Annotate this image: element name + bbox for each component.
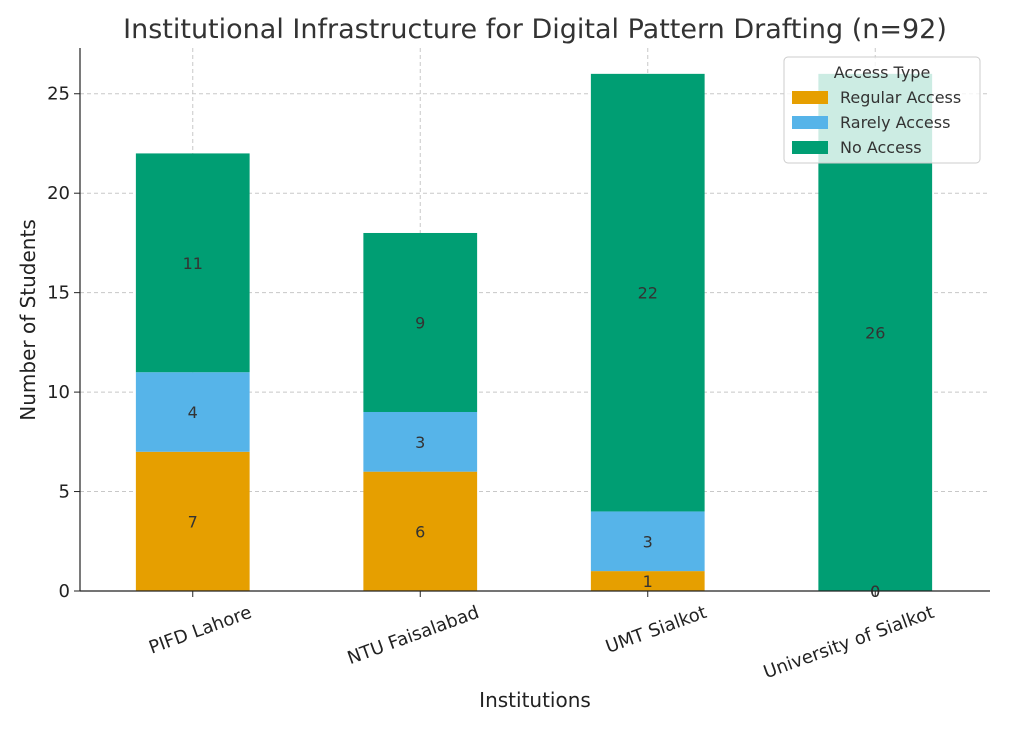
data-label: 1 [643, 572, 653, 591]
y-tick-label: 0 [59, 581, 70, 602]
data-label: 3 [643, 532, 653, 551]
data-labels: 741163913220026 [183, 254, 886, 601]
bar-segment [590, 571, 705, 591]
data-label: 26 [865, 323, 885, 342]
bar-segment [135, 153, 250, 373]
bar-segment [590, 73, 705, 512]
axes [79, 48, 990, 592]
y-axis-label: Number of Students [16, 219, 40, 420]
data-label: 6 [415, 522, 425, 541]
x-tick-label: NTU Faisalabad [345, 602, 482, 669]
y-tick-label: 20 [47, 183, 70, 204]
data-label: 22 [638, 284, 658, 303]
bar-segment [135, 372, 250, 452]
legend-swatch [792, 116, 828, 129]
data-label: 3 [415, 433, 425, 452]
legend-label: No Access [840, 138, 922, 157]
y-tick-label: 5 [59, 482, 70, 503]
y-tick-label: 25 [47, 84, 70, 105]
data-label: 9 [415, 313, 425, 332]
y-tick-label: 10 [47, 382, 70, 403]
x-tick-label: University of Sialkot [761, 602, 937, 683]
legend-swatch [792, 91, 828, 104]
bar-segment [590, 511, 705, 572]
bar-segment [363, 232, 478, 412]
x-axis-label: Institutions [479, 688, 591, 712]
legend-label: Regular Access [840, 88, 961, 107]
bar-segment [135, 451, 250, 591]
bar-segment [363, 471, 478, 591]
data-label: 11 [183, 254, 203, 273]
data-label: 4 [188, 403, 198, 422]
y-tick-label: 15 [47, 283, 70, 304]
legend: Access Type Regular Access Rarely Access N… [783, 56, 981, 164]
legend-swatch [792, 141, 828, 154]
chart-title: Institutional Infrastructure for Digital… [123, 14, 947, 45]
bars [135, 73, 933, 592]
legend-label: Rarely Access [840, 113, 950, 132]
legend-items: Regular Access Rarely Access No Access [792, 88, 961, 157]
data-label: 7 [188, 512, 198, 531]
x-tick-label: UMT Sialkot [603, 602, 710, 658]
legend-box [783, 56, 981, 164]
legend-title: Access Type [834, 63, 931, 82]
x-tick-label: PIFD Lahore [146, 602, 254, 659]
bar-segment [363, 411, 478, 472]
